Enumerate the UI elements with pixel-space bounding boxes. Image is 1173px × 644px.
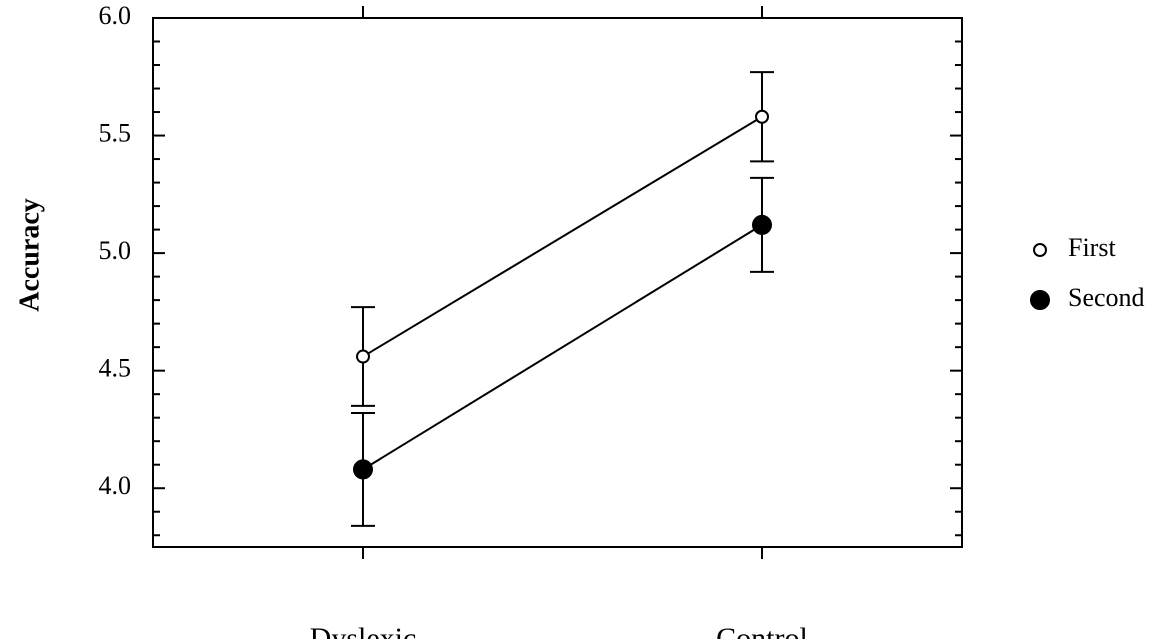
y-tick-label: 4.0 bbox=[99, 471, 132, 500]
marker bbox=[353, 459, 373, 480]
y-tick-label: 5.5 bbox=[99, 119, 132, 148]
x-tick-label: Dyslexic bbox=[310, 622, 417, 639]
x-tick-label: Control bbox=[716, 622, 808, 639]
plot-frame bbox=[152, 17, 963, 548]
y-tick-label: 6.0 bbox=[99, 1, 132, 30]
series-line bbox=[362, 115, 763, 358]
y-axis-label: Accuracy bbox=[14, 198, 45, 312]
legend-label: Second bbox=[1068, 283, 1145, 312]
marker bbox=[752, 214, 772, 235]
legend-label: First bbox=[1068, 233, 1116, 262]
series-line bbox=[362, 224, 763, 471]
marker bbox=[755, 109, 769, 124]
y-tick-label: 4.5 bbox=[99, 354, 132, 383]
legend-marker bbox=[1033, 243, 1047, 257]
legend-marker bbox=[1030, 290, 1050, 310]
y-tick-label: 5.0 bbox=[99, 236, 132, 265]
marker bbox=[356, 349, 370, 364]
